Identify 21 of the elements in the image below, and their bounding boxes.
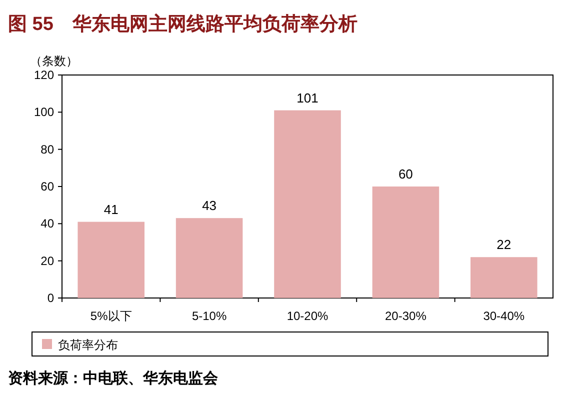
annotation: 资料来源：中电联、华东电监会 — [8, 370, 218, 387]
ylabel: （条数） — [30, 54, 78, 68]
data-label: 43 — [202, 198, 217, 214]
y-tick-label: 40 — [40, 216, 54, 231]
x-tick-label: 20-30% — [385, 309, 427, 323]
y-tick-label: 0 — [47, 291, 54, 305]
legend-label: 负荷率分布 — [58, 338, 118, 352]
data-label: 60 — [398, 166, 413, 182]
x-tick-label: 5%以下 — [90, 309, 132, 323]
y-tick-label: 80 — [40, 142, 54, 156]
x-tick-label: 30-40% — [483, 309, 525, 323]
data-label: 101 — [296, 90, 318, 106]
title: 图 55 华东电网主网线路平均负荷率分析 — [8, 14, 358, 35]
x-tick-label: 5-10% — [192, 309, 227, 323]
y-tick-label: 20 — [40, 254, 54, 268]
data-label: 41 — [104, 202, 118, 217]
y-tick-label: 60 — [40, 180, 54, 194]
y-tick-label: 120 — [34, 68, 54, 82]
x-tick-label: 10-20% — [286, 309, 329, 323]
data-label: 22 — [496, 237, 512, 252]
y-tick-label: 100 — [34, 105, 54, 120]
